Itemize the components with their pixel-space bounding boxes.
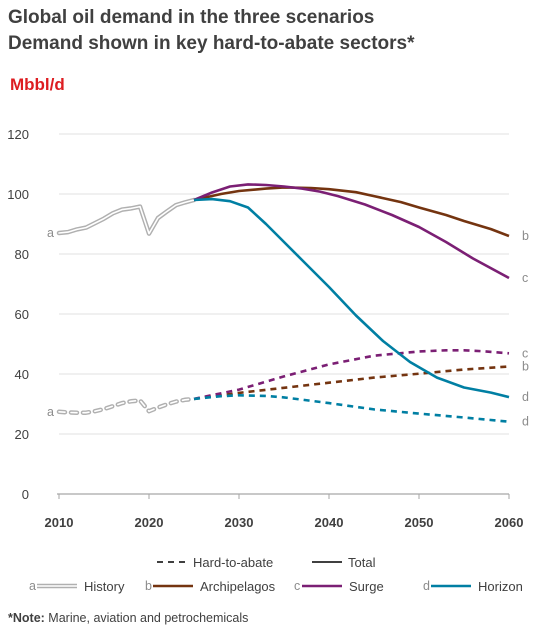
- y-tick-label: 20: [15, 427, 29, 442]
- y-tick-label: 40: [15, 367, 29, 382]
- archipelagos-total-line: [193, 186, 510, 238]
- series-letter-a: a: [47, 405, 54, 419]
- legend-letter-a: a: [29, 579, 36, 593]
- x-tick-label: 2050: [405, 515, 434, 530]
- horizon-total-line: [193, 197, 510, 399]
- x-tick-label: 2060: [495, 515, 524, 530]
- y-tick-label: 120: [7, 127, 29, 142]
- legend-label-archipelagos: Archipelagos: [200, 579, 276, 594]
- legend-letter-d: d: [423, 579, 430, 593]
- unit-label: Mbbl/d: [10, 75, 65, 94]
- horizon-hard-to-abate-line: [193, 394, 510, 423]
- history-hard-to-abate-line: [56, 396, 197, 415]
- series-letter-c: c: [522, 271, 528, 285]
- legend-label-surge: Surge: [349, 579, 384, 594]
- footnote-text: Marine, aviation and petrochemicals: [44, 611, 249, 625]
- archipelagos-hard-to-abate-line: [193, 365, 510, 401]
- series-letter-d: d: [522, 390, 529, 404]
- x-tick-label: 2010: [45, 515, 74, 530]
- legend-label-dashed: Hard-to-abate: [193, 555, 273, 570]
- x-tick-label: 2020: [135, 515, 164, 530]
- x-tick-label: 2030: [225, 515, 254, 530]
- series-letter-c: c: [522, 346, 528, 360]
- series-letter-d: d: [522, 415, 529, 429]
- x-tick-label: 2040: [315, 515, 344, 530]
- legend-label-horizon: Horizon: [478, 579, 523, 594]
- history-hard-to-abate-line-inner: [58, 398, 195, 414]
- surge-hard-to-abate-line: [193, 349, 510, 401]
- series-letter-a: a: [47, 226, 54, 240]
- history-total-line-inner: [58, 199, 195, 235]
- chart-subtitle: Demand shown in key hard-to-abate sector…: [8, 33, 415, 54]
- footnote-label: *Note:: [8, 611, 45, 625]
- series-letter-b: b: [522, 229, 529, 243]
- footnote: *Note: Marine, aviation and petrochemica…: [8, 611, 248, 625]
- chart-title: Global oil demand in the three scenarios: [8, 7, 375, 28]
- series-letter-b: b: [522, 360, 529, 374]
- y-tick-label: 60: [15, 307, 29, 322]
- legend-letter-b: b: [145, 579, 152, 593]
- legend-letter-c: c: [294, 579, 300, 593]
- legend-label-history: History: [84, 579, 125, 594]
- y-tick-label: 0: [22, 487, 29, 502]
- legend-label-solid: Total: [348, 555, 376, 570]
- y-tick-label: 100: [7, 187, 29, 202]
- y-tick-label: 80: [15, 247, 29, 262]
- surge-total-line: [193, 183, 510, 280]
